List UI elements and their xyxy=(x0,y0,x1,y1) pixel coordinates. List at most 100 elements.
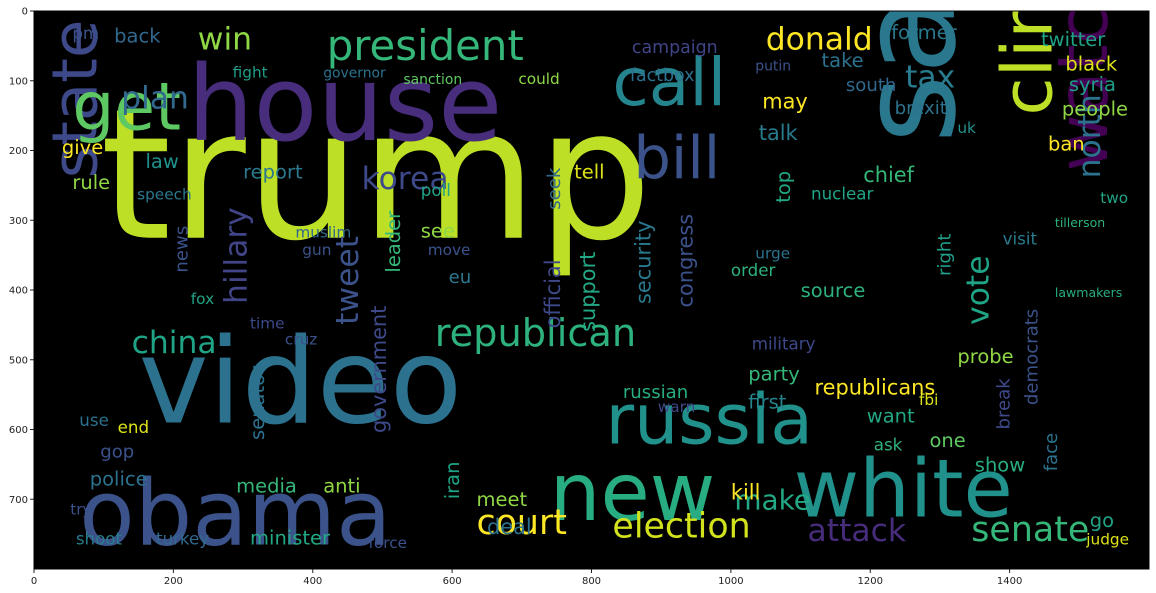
word-south: south xyxy=(846,75,897,96)
plot-background xyxy=(34,11,1149,569)
word-pm: pm xyxy=(72,23,99,43)
word-factbox: factbox xyxy=(630,66,695,86)
word-first: first xyxy=(748,391,786,414)
word-government: government xyxy=(367,306,391,433)
word-anti: anti xyxy=(323,474,360,497)
word-plan: plan xyxy=(121,81,189,117)
word-tillerson: tillerson xyxy=(1055,215,1105,230)
word-cruz: cruz xyxy=(285,330,317,348)
word-police: police xyxy=(90,467,148,490)
word-russian: russian xyxy=(623,382,688,403)
word-try: try xyxy=(70,501,91,519)
word-turkey: turkey xyxy=(156,529,209,549)
word-could: could xyxy=(518,70,559,88)
y-tick-label: 700 xyxy=(9,495,28,506)
word-meet: meet xyxy=(477,488,528,511)
word-tweet: tweet xyxy=(330,236,366,325)
word-democrats: democrats xyxy=(1022,309,1043,405)
word-tell: tell xyxy=(574,160,604,183)
word-campaign: campaign xyxy=(632,38,718,58)
word-ban: ban xyxy=(1048,133,1085,156)
word-order: order xyxy=(731,260,776,280)
word-former: former xyxy=(891,21,957,44)
word-leader: leader xyxy=(382,210,405,273)
word-senate: senate xyxy=(971,510,1089,550)
word-military: military xyxy=(752,333,816,353)
word-get: get xyxy=(72,69,181,146)
word-one: one xyxy=(929,429,965,452)
word-muslim: muslim xyxy=(295,224,351,242)
word-iran: iran xyxy=(441,462,464,500)
word-brexit: brexit xyxy=(895,98,947,119)
word-donald: donald xyxy=(766,21,873,57)
x-tick-label: 1000 xyxy=(718,576,743,587)
word-bill: bill xyxy=(633,123,720,192)
word-may: may xyxy=(762,90,808,114)
word-media: media xyxy=(236,474,297,497)
word-kill: kill xyxy=(731,480,761,504)
word-fox: fox xyxy=(191,290,214,308)
y-tick-label: 500 xyxy=(9,355,28,366)
word-people: people xyxy=(1062,98,1128,121)
word-governor: governor xyxy=(323,65,386,81)
word-seek: seek xyxy=(544,167,565,210)
word-end: end xyxy=(118,417,149,437)
word-move: move xyxy=(428,241,471,259)
word-law: law xyxy=(146,150,179,173)
word-syria: syria xyxy=(1069,73,1116,96)
y-tick-label: 100 xyxy=(9,76,28,87)
word-tax: tax xyxy=(905,60,955,96)
word-use: use xyxy=(79,410,109,430)
word-hillary: hillary xyxy=(219,207,255,304)
word-right: right xyxy=(934,234,955,277)
word-judge: judge xyxy=(1085,531,1129,549)
word-say: say xyxy=(832,0,986,144)
word-trump: trump xyxy=(100,70,652,281)
x-tick-label: 1400 xyxy=(997,576,1022,587)
y-tick-label: 600 xyxy=(9,425,28,436)
x-tick-label: 0 xyxy=(31,576,37,587)
x-tick-label: 800 xyxy=(582,576,601,587)
word-twitter: twitter xyxy=(1041,28,1106,51)
word-vote: vote xyxy=(961,255,997,324)
word-news: news xyxy=(171,226,192,273)
word-uk: uk xyxy=(957,119,976,137)
word-top: top xyxy=(772,171,795,203)
word-urge: urge xyxy=(755,245,790,263)
word-go: go xyxy=(1090,509,1114,532)
word-show: show xyxy=(975,453,1025,476)
word-layer: trumpvideohouseobamawhitenewsayclintonwa… xyxy=(39,0,1129,567)
word-video: video xyxy=(139,313,463,451)
word-watch: watch xyxy=(1043,0,1124,171)
word-see: see xyxy=(421,220,455,243)
word-take: take xyxy=(821,49,863,72)
word-nuclear: nuclear xyxy=(811,183,873,203)
plot-frame xyxy=(33,10,1150,570)
word-gop: gop xyxy=(100,441,134,462)
word-win: win xyxy=(198,21,252,57)
word-gun: gun xyxy=(302,241,331,259)
word-rule: rule xyxy=(72,171,110,194)
word-ask: ask xyxy=(874,434,903,454)
x-tick-label: 400 xyxy=(303,576,322,587)
y-tick-label: 200 xyxy=(9,146,28,157)
word-minister: minister xyxy=(250,527,331,550)
x-tick-label: 1200 xyxy=(858,576,883,587)
y-tick-label: 300 xyxy=(9,216,28,227)
word-republican: republican xyxy=(435,311,636,356)
y-tick-label: 0 xyxy=(22,7,28,18)
word-want: want xyxy=(867,405,915,428)
word-president: president xyxy=(327,21,524,70)
word-give: give xyxy=(62,136,103,159)
word-face: face xyxy=(1041,433,1062,472)
word-time: time xyxy=(250,314,285,332)
word-attack: attack xyxy=(808,513,907,549)
y-tick-label: 400 xyxy=(9,286,28,297)
word-report: report xyxy=(243,160,303,183)
word-back: back xyxy=(114,24,161,47)
word-sanction: sanction xyxy=(403,72,462,88)
x-tick-label: 600 xyxy=(443,576,462,587)
word-black: black xyxy=(1065,52,1117,75)
word-korea: korea xyxy=(362,161,449,197)
